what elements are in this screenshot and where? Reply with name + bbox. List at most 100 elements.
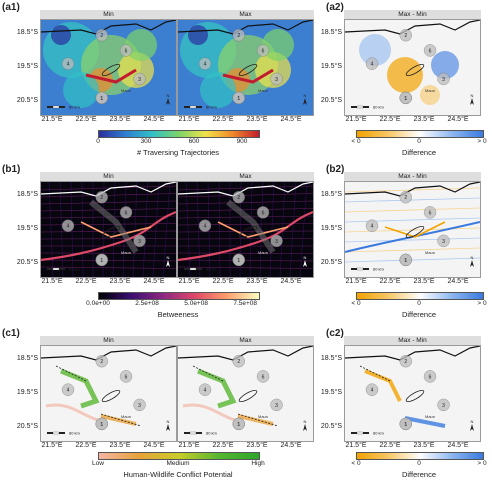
zone-circle: 1 bbox=[232, 417, 245, 431]
zone-circle-label: 6 bbox=[125, 374, 128, 380]
map-svg: 246351Maun80 kmN bbox=[345, 182, 480, 277]
network-line bbox=[218, 182, 221, 277]
x-tick-label: 23.5°E bbox=[109, 442, 131, 449]
zone-circle-label: 2 bbox=[237, 195, 240, 201]
x-tick-label: 23.5°E bbox=[413, 116, 435, 123]
map-panel-min: 246351Maun80 kmN bbox=[40, 345, 177, 442]
facet-strip-diff: Max - Min bbox=[344, 10, 481, 19]
map-panel-diff: 246351Maun80 kmN bbox=[344, 19, 481, 116]
delta-outline bbox=[238, 225, 258, 239]
y-tick-label-right: 20.5°S bbox=[320, 423, 342, 430]
north-arrow-icon bbox=[303, 260, 307, 267]
zone-circle-shape bbox=[256, 206, 270, 219]
y-tick-label-left: 20.5°S bbox=[16, 259, 38, 266]
x-tick-label: 22.5°E bbox=[379, 116, 401, 123]
network-line bbox=[196, 182, 201, 277]
delta-outline bbox=[101, 225, 121, 239]
colorbar-tick: 600 bbox=[188, 138, 200, 145]
zone-circle-shape bbox=[437, 72, 450, 86]
zone-circle: 3 bbox=[133, 72, 146, 86]
zone-circle-shape bbox=[95, 190, 108, 204]
zone-circle: 3 bbox=[437, 234, 450, 248]
diff-positive bbox=[404, 416, 446, 428]
map-panel-max: 246351Maun80 kmN bbox=[177, 181, 314, 278]
country-border bbox=[41, 182, 176, 197]
diff-positive bbox=[431, 51, 459, 79]
conflict-zone bbox=[237, 414, 274, 426]
zone-circle-shape bbox=[399, 417, 412, 431]
zone-circle-label: 3 bbox=[275, 403, 278, 409]
map-svg: 246351Maun80 kmN bbox=[41, 182, 176, 277]
place-label: Maun bbox=[121, 88, 131, 93]
zone-circle: 2 bbox=[399, 28, 412, 42]
conflict-zone bbox=[182, 403, 239, 423]
map-background bbox=[41, 346, 176, 441]
network-line bbox=[178, 193, 313, 198]
x-tick-label: 22.5°E bbox=[75, 442, 97, 449]
zone-circle-shape bbox=[133, 234, 146, 248]
zone-circle: 3 bbox=[133, 234, 146, 248]
zone-circle: 2 bbox=[95, 354, 108, 368]
fan-area bbox=[226, 199, 276, 254]
zone-circle-label: 1 bbox=[404, 422, 407, 428]
zone-circle-shape bbox=[399, 91, 412, 105]
x-tick-label: 23.5°E bbox=[109, 116, 131, 123]
zone-circle-shape bbox=[365, 57, 379, 70]
diff-colorbar-tick: 0 bbox=[417, 300, 421, 307]
network-line bbox=[41, 238, 176, 240]
y-tick-label-left: 19.5°S bbox=[16, 63, 38, 70]
diff-network-line bbox=[345, 217, 480, 223]
y-tick-label-right: 18.5°S bbox=[320, 191, 342, 198]
y-tick-label-left: 18.5°S bbox=[16, 29, 38, 36]
facet-strip-diff: Max - Min bbox=[344, 336, 481, 345]
zone-circle: 4 bbox=[61, 383, 75, 396]
zone-circle-label: 6 bbox=[429, 48, 432, 54]
zone-circle-label: 1 bbox=[100, 422, 103, 428]
country-border bbox=[178, 346, 313, 361]
scale-bar bbox=[351, 432, 357, 434]
scale-bar bbox=[351, 106, 357, 108]
zone-circle-label: 1 bbox=[237, 258, 240, 264]
zone-circle: 4 bbox=[365, 57, 379, 70]
north-label: N bbox=[304, 419, 307, 424]
country-border bbox=[345, 346, 480, 361]
zone-circle-label: 6 bbox=[262, 210, 265, 216]
x-tick-label: 21.5°E bbox=[178, 442, 200, 449]
zone-circle: 1 bbox=[399, 91, 412, 105]
x-tick-label: 21.5°E bbox=[41, 116, 63, 123]
x-tick-label: 22.5°E bbox=[75, 278, 97, 285]
zone-circle-shape bbox=[399, 253, 412, 267]
zone-circle-shape bbox=[95, 253, 108, 267]
x-tick-label: 21.5°E bbox=[178, 116, 200, 123]
scale-bar bbox=[356, 267, 364, 271]
scale-text: 80 km bbox=[206, 267, 218, 272]
zone-circle-shape bbox=[232, 28, 245, 42]
scale-bar bbox=[196, 268, 202, 270]
zone-circle: 1 bbox=[399, 417, 412, 431]
zone-circle-label: 2 bbox=[237, 359, 240, 365]
high-betweenness-path bbox=[80, 221, 152, 238]
x-tick-label: 24.5°E bbox=[143, 278, 165, 285]
zone-circle-shape bbox=[232, 417, 245, 431]
x-tick-label: 22.5°E bbox=[212, 116, 234, 123]
scale-bar bbox=[363, 432, 369, 434]
fan-area bbox=[89, 199, 139, 254]
diff-colorbar-tick: 0 bbox=[417, 138, 421, 145]
x-tick-label: 21.5°E bbox=[345, 278, 367, 285]
zone-circle: 4 bbox=[61, 57, 75, 70]
zone-circle-shape bbox=[198, 383, 212, 396]
zone-circle-label: 2 bbox=[404, 359, 407, 365]
zone-circle-label: 6 bbox=[125, 210, 128, 216]
map-panel-max: 246351Maun80 kmN bbox=[177, 345, 314, 442]
zone-circle-shape bbox=[61, 57, 75, 70]
scale-bar bbox=[356, 105, 364, 109]
delta-outline bbox=[238, 389, 258, 403]
diff-negative bbox=[420, 85, 440, 105]
diff-positive bbox=[359, 34, 391, 66]
zone-circle: 2 bbox=[399, 354, 412, 368]
y-tick-label-left: 20.5°S bbox=[16, 97, 38, 104]
zone-circle-shape bbox=[119, 370, 133, 383]
north-arrow-icon bbox=[303, 424, 307, 431]
zone-circle: 3 bbox=[270, 234, 283, 248]
y-tick-label-right: 19.5°S bbox=[320, 225, 342, 232]
